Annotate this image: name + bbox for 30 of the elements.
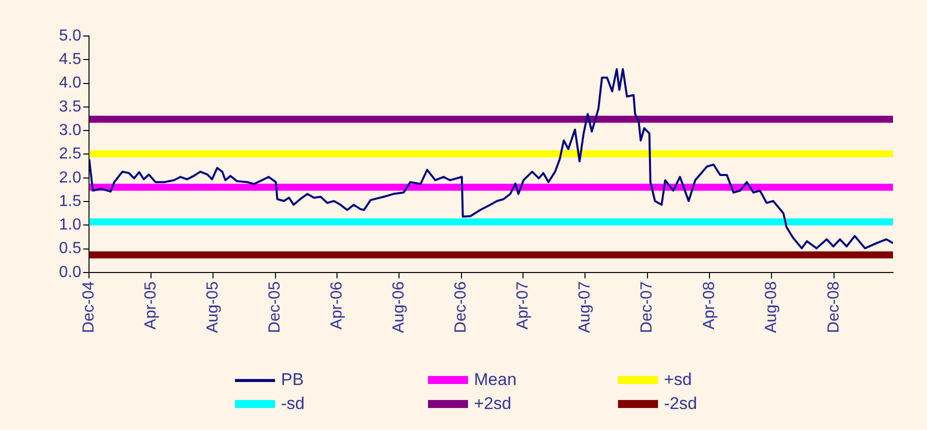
x-tick-label: Apr-06 (328, 281, 346, 330)
legend-label: +sd (664, 370, 692, 390)
x-tick-label: Aug-05 (204, 281, 222, 333)
y-tick-label: 5.0 (58, 27, 82, 44)
y-tick-label: 1.5 (58, 192, 82, 210)
legend-label: -2sd (664, 394, 698, 414)
x-tick-label: Aug-06 (390, 281, 408, 333)
y-tick-label: 0.0 (58, 264, 82, 281)
x-tick-label: Dec-06 (452, 281, 470, 333)
x-tick-label: Dec-08 (825, 281, 842, 333)
x-tick-label: Dec-04 (80, 281, 98, 333)
x-tick-label: Apr-07 (514, 281, 532, 330)
y-tick-label: 3.0 (58, 122, 82, 139)
x-tick-label: Apr-05 (142, 281, 160, 330)
legend-label: +2sd (474, 394, 512, 414)
y-tick-label: 4.0 (58, 74, 82, 92)
legend-label: PB (281, 370, 304, 390)
x-tick-label: Aug-08 (763, 281, 780, 333)
y-tick-label: 4.5 (58, 51, 82, 68)
legend-label: -sd (281, 394, 305, 414)
x-tick-label: Apr-08 (700, 281, 718, 330)
x-tick-label: Dec-05 (266, 281, 284, 333)
x-tick-label: Dec-07 (638, 281, 656, 333)
y-tick-label: 3.5 (58, 98, 82, 116)
y-tick-label: 0.5 (58, 240, 82, 258)
legend-label: Mean (474, 370, 517, 390)
y-tick-label: 2.0 (58, 169, 82, 186)
y-tick-label: 2.5 (58, 146, 82, 163)
x-tick-label: Aug-07 (576, 281, 594, 333)
y-tick-label: 1.0 (58, 216, 82, 234)
